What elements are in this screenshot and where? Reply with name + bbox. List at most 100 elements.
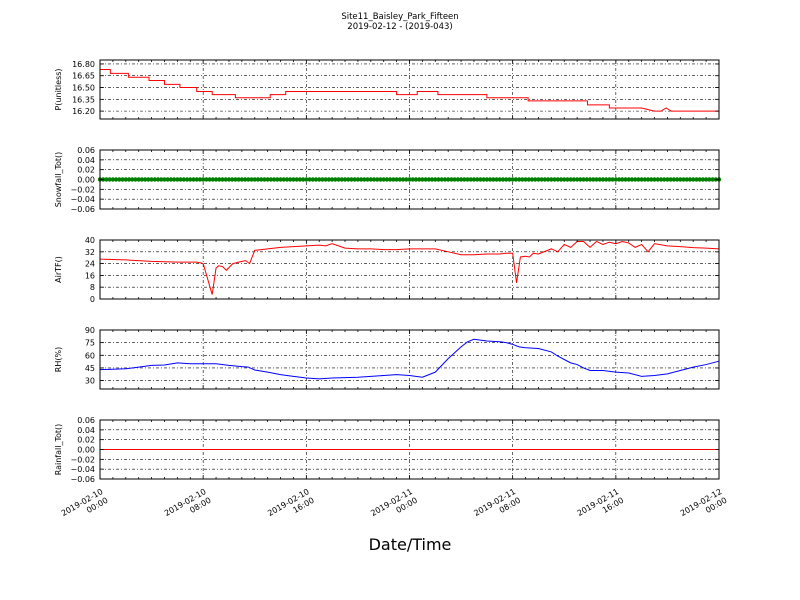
data-point — [107, 177, 112, 182]
data-point — [439, 177, 444, 182]
y-tick-label: 16.50 — [72, 84, 95, 93]
data-point — [574, 177, 580, 182]
y-tick-label: 90 — [85, 326, 95, 335]
data-point — [510, 177, 515, 182]
y-axis-label: AirTF() — [54, 256, 63, 283]
data-point — [436, 177, 441, 182]
data-point — [413, 177, 419, 182]
data-point — [600, 177, 606, 182]
data-point — [681, 177, 686, 182]
series-line — [100, 68, 719, 112]
y-tick-label: −0.04 — [70, 195, 95, 204]
data-point — [342, 177, 348, 182]
data-point — [591, 177, 596, 182]
data-point — [288, 177, 293, 182]
data-point — [291, 177, 296, 182]
data-point — [468, 177, 473, 182]
data-point — [423, 177, 428, 182]
data-point — [478, 177, 483, 182]
data-point — [168, 177, 174, 182]
data-point — [333, 177, 338, 182]
subplot-3: 40 32 24 16 8 0 AirTF() — [54, 236, 720, 304]
y-tick-label: 0.04 — [77, 426, 95, 435]
data-point — [262, 177, 267, 182]
data-point — [204, 177, 209, 182]
y-axis-label: RH(%) — [54, 347, 63, 372]
data-point — [442, 177, 448, 182]
y-tick-label: −0.04 — [70, 465, 95, 474]
data-point — [400, 177, 406, 182]
y-tick-label: 0.00 — [77, 446, 95, 455]
data-point — [616, 177, 622, 182]
data-point — [223, 177, 228, 182]
y-tick-label: 0.04 — [77, 156, 95, 165]
data-point — [307, 177, 312, 182]
data-point — [258, 177, 264, 182]
y-tick-label: 0.06 — [77, 146, 95, 155]
data-point — [349, 177, 354, 182]
data-point — [487, 177, 493, 182]
data-point — [404, 177, 409, 182]
y-tick-label: −0.06 — [70, 205, 95, 214]
data-point — [268, 177, 274, 182]
data-point — [220, 177, 225, 182]
data-point — [346, 177, 351, 182]
y-tick-label: 45 — [85, 364, 95, 373]
data-point — [142, 177, 148, 182]
data-point — [416, 177, 422, 182]
data-point — [391, 177, 396, 182]
data-point — [632, 177, 638, 182]
data-point — [471, 177, 477, 182]
data-point — [233, 177, 238, 182]
y-tick-label: 16 — [85, 271, 95, 280]
data-point — [297, 177, 303, 182]
data-point — [674, 177, 680, 182]
subplot-1: 16.80 16.65 16.50 16.35 16.20 P(unitless) — [54, 59, 720, 120]
y-axis-label: Rainfall_Tot() — [54, 424, 63, 476]
y-tick-label: −0.02 — [70, 185, 95, 194]
data-point — [384, 177, 390, 182]
data-point — [226, 177, 232, 182]
y-tick-label: 0.02 — [77, 436, 95, 445]
data-point — [407, 177, 412, 182]
data-point — [255, 177, 261, 182]
data-point — [300, 177, 306, 182]
x-axis-label: Date/Time — [369, 535, 452, 554]
data-point — [123, 177, 128, 182]
data-point — [352, 177, 357, 182]
data-point — [584, 177, 590, 182]
data-point — [636, 177, 641, 182]
data-point — [433, 177, 438, 182]
figure-title-line1: Site11_Baisley_Park_Fifteen — [341, 12, 458, 22]
data-point — [529, 177, 535, 182]
data-point — [629, 177, 635, 182]
data-point — [555, 177, 561, 182]
data-point — [542, 177, 548, 182]
data-point — [426, 177, 432, 182]
data-point — [375, 177, 380, 182]
data-point — [475, 177, 480, 182]
data-point — [191, 177, 196, 182]
data-point — [594, 177, 599, 182]
data-point — [181, 177, 187, 182]
data-point — [449, 177, 454, 182]
data-point — [313, 177, 319, 182]
data-point — [491, 177, 496, 182]
data-point — [155, 177, 161, 182]
data-point — [545, 177, 551, 182]
y-tick-label: 16.20 — [72, 107, 95, 116]
data-point — [649, 177, 654, 182]
data-point — [568, 177, 573, 182]
data-point — [194, 177, 199, 182]
data-point — [217, 177, 222, 182]
data-point — [607, 177, 612, 182]
data-point — [139, 177, 145, 182]
data-point — [323, 177, 328, 182]
data-point — [265, 177, 270, 182]
data-point — [623, 177, 628, 182]
data-point — [655, 177, 660, 182]
data-point — [113, 177, 119, 182]
